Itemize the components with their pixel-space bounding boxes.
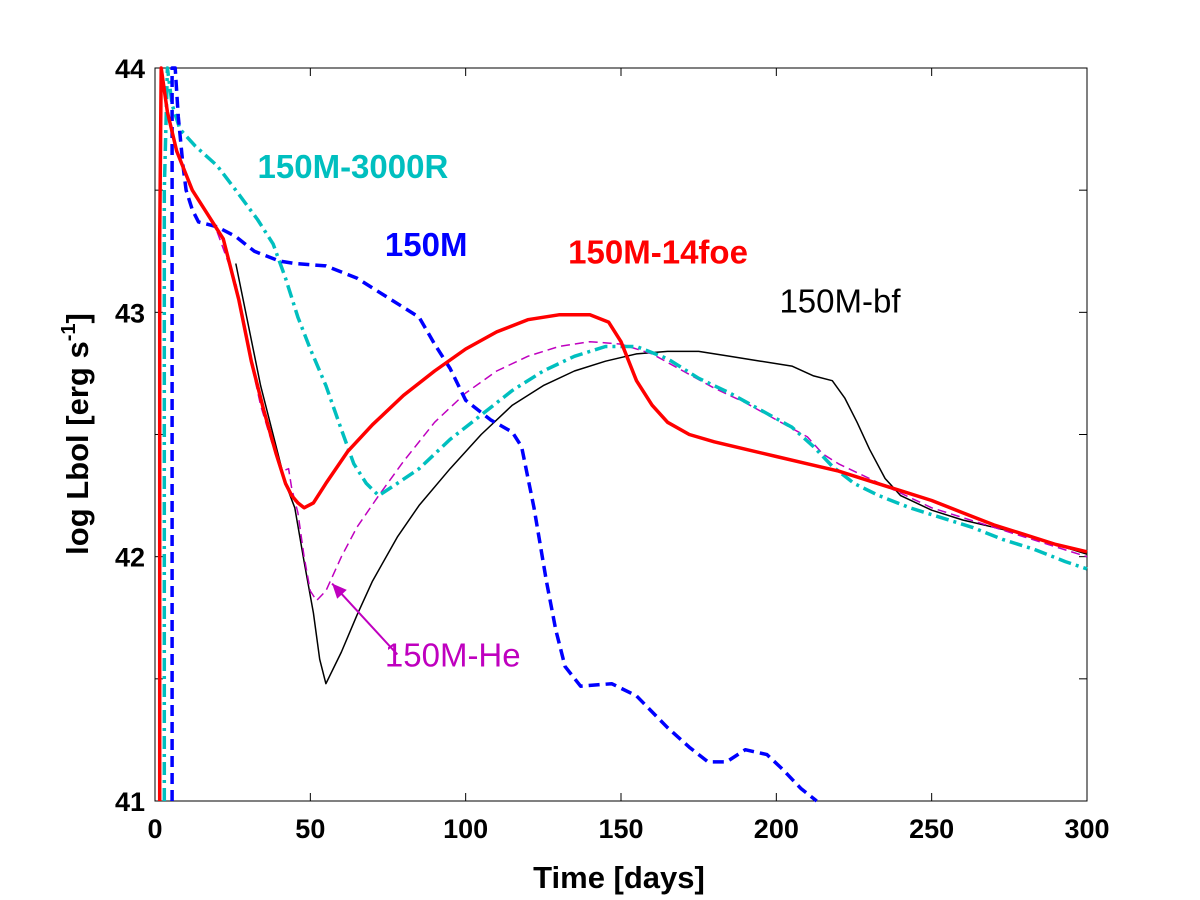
series-labels: 150M-bf 150M-He 150M-3000R 150M 150M-14foe	[258, 148, 902, 674]
y-axis-title: log Lbol [erg s-1]	[58, 313, 95, 555]
x-tick-label: 200	[754, 814, 799, 844]
series-label-150m: 150M	[385, 226, 468, 263]
y-tick-label: 42	[115, 543, 145, 573]
y-tick-label: 44	[115, 54, 145, 84]
series-line-150m-3000r	[162, 66, 1088, 801]
annotations	[331, 582, 399, 656]
y-axis-title-main: log Lbol [erg s	[60, 341, 95, 555]
y-axis-title-close: ]	[60, 313, 95, 323]
series-label-150m-3000r: 150M-3000R	[258, 148, 449, 185]
series-line-150m-bf	[235, 263, 1088, 685]
x-tick-label: 300	[1064, 814, 1109, 844]
x-tick-label: 150	[598, 814, 643, 844]
y-tick-label: 43	[115, 298, 145, 328]
x-tick-label: 250	[909, 814, 954, 844]
y-tick-label: 41	[115, 787, 145, 817]
x-tick-label: 0	[147, 814, 162, 844]
series-label-150m-14foe: 150M-14foe	[568, 233, 748, 270]
annotation-arrow-line	[331, 582, 399, 656]
annotation-arrow-head	[332, 583, 347, 599]
series-label-150m-bf: 150M-bf	[779, 282, 901, 319]
series-line-150m-14foe	[157, 66, 1088, 801]
series-line-150m	[170, 66, 818, 803]
x-axis-title: Time [days]	[533, 860, 705, 895]
axis-ticks: 0 50 100 150 200 250 300 41 42 43 44	[115, 54, 1110, 844]
x-tick-label: 50	[295, 814, 325, 844]
series-lines	[157, 66, 1088, 803]
series-line-150m-he	[216, 231, 1088, 602]
series-label-150m-he: 150M-He	[385, 637, 521, 674]
y-axis-title-superscript: -1	[58, 323, 80, 341]
x-tick-label: 100	[443, 814, 488, 844]
